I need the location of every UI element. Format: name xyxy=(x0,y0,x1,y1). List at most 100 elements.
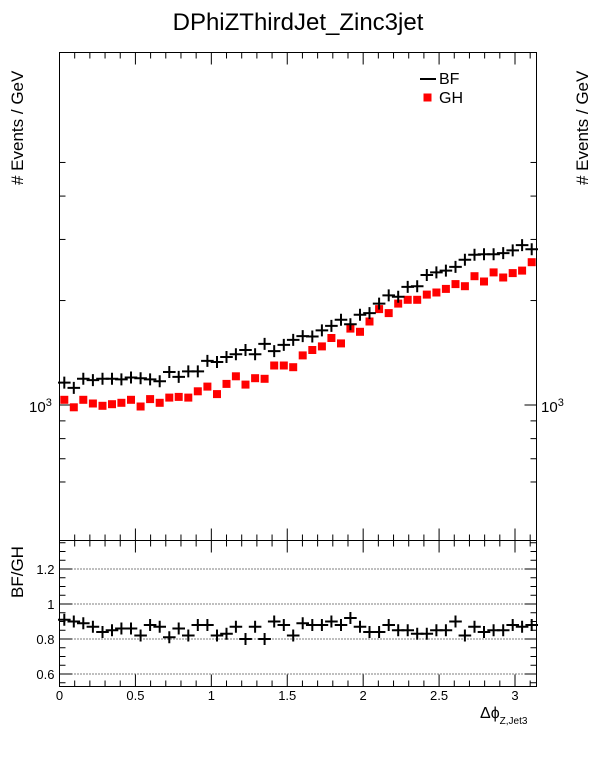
gh-point xyxy=(88,399,97,408)
ratio-point xyxy=(449,615,462,628)
bf-point xyxy=(191,365,205,378)
gh-point xyxy=(403,295,412,304)
bf-point xyxy=(458,253,472,266)
gh-point xyxy=(108,400,116,409)
ratio-point xyxy=(315,619,329,631)
ratio-point xyxy=(420,627,434,640)
ratio-point xyxy=(439,624,453,637)
y-tick-label: 1 xyxy=(47,597,54,612)
ratio-gridlines xyxy=(59,568,537,675)
ratio-point xyxy=(96,626,109,638)
ratio-point xyxy=(86,620,100,633)
bf-point xyxy=(506,244,519,257)
bottom-frame xyxy=(59,540,537,687)
bf-point xyxy=(220,351,233,363)
gh-point xyxy=(356,327,364,336)
gh-point xyxy=(184,393,193,402)
gh-point xyxy=(231,372,240,381)
bf-point xyxy=(344,318,357,331)
gh-point xyxy=(69,403,78,412)
gh-point xyxy=(136,402,145,411)
bf-point xyxy=(315,324,329,337)
ratio-point xyxy=(258,633,271,645)
ratio-point xyxy=(496,624,510,637)
bf-point xyxy=(372,297,386,310)
bf-point xyxy=(58,376,71,389)
x-tick-label: 1 xyxy=(208,688,215,703)
gh-point xyxy=(422,290,431,299)
gh-point xyxy=(527,258,536,267)
ratio-point xyxy=(344,612,357,624)
y-tick-1000-left: 103 xyxy=(29,397,52,416)
gh-point xyxy=(203,382,212,391)
bf-point xyxy=(239,344,252,356)
bf-point xyxy=(267,345,281,358)
gh-point xyxy=(289,363,298,372)
gh-point xyxy=(365,317,374,326)
bottom-axis-ticks: 0.6 0.8 1 1.2 0 0.5 1 1.5 2 2.5 3 xyxy=(36,540,537,703)
top-axis-ticks xyxy=(59,52,537,541)
ratio-point xyxy=(248,620,262,633)
ratio-point xyxy=(143,619,157,631)
gh-point xyxy=(470,272,479,281)
gh-point xyxy=(441,284,450,293)
y-tick-label: 0.8 xyxy=(36,632,54,647)
gh-point xyxy=(165,393,174,402)
bf-point xyxy=(67,381,81,394)
bf-point xyxy=(163,366,176,378)
x-tick-label: 2.5 xyxy=(430,688,448,703)
bf-point xyxy=(277,338,291,351)
gh-point xyxy=(193,387,202,396)
series-gh xyxy=(60,258,536,412)
bf-point xyxy=(391,290,405,303)
bf-point xyxy=(258,337,271,350)
gh-point xyxy=(98,401,107,410)
gh-point xyxy=(251,374,260,383)
ratio-point xyxy=(506,619,519,631)
bf-point xyxy=(115,373,128,386)
ratio-point xyxy=(105,624,119,637)
bf-point xyxy=(525,243,538,256)
ratio-point xyxy=(67,615,81,628)
gh-point xyxy=(518,266,527,275)
gh-point xyxy=(327,334,336,342)
bf-point xyxy=(515,239,529,252)
ratio-point xyxy=(182,629,195,642)
ratio-point xyxy=(353,620,367,633)
ratio-point xyxy=(201,619,214,631)
chart-title: DPhiZThirdJet_Zinc3jet xyxy=(173,9,424,36)
gh-point xyxy=(460,282,469,291)
bf-point xyxy=(363,307,376,320)
ratio-point xyxy=(277,619,291,631)
legend-gh-marker xyxy=(423,93,432,102)
gh-point xyxy=(394,299,403,308)
ratio-point xyxy=(210,629,224,642)
bf-point xyxy=(153,375,166,388)
ratio-point xyxy=(163,631,176,644)
ratio-point xyxy=(325,615,338,628)
bf-point xyxy=(201,354,214,367)
gh-point xyxy=(432,288,441,297)
bottom-y-axis-label: BF/GH xyxy=(8,546,27,598)
gh-point xyxy=(146,395,155,404)
bf-point xyxy=(334,313,348,326)
bf-point xyxy=(134,372,147,385)
y-tick-1000-right: 103 xyxy=(541,397,564,416)
gh-point xyxy=(260,374,269,383)
ratio-point xyxy=(458,629,472,642)
bf-point xyxy=(420,269,434,281)
bf-point xyxy=(325,319,338,332)
ratio-point xyxy=(468,620,481,633)
ratio-point xyxy=(77,617,90,630)
bf-point xyxy=(439,264,453,277)
bf-point xyxy=(306,330,319,343)
x-tick-label: 0.5 xyxy=(126,688,144,703)
bf-point xyxy=(229,348,243,361)
ratio-point xyxy=(525,619,538,631)
ratio-point xyxy=(172,622,185,635)
gh-point xyxy=(79,395,88,404)
ratio-point xyxy=(477,626,491,638)
gh-point xyxy=(279,361,288,370)
gh-point xyxy=(499,273,508,282)
